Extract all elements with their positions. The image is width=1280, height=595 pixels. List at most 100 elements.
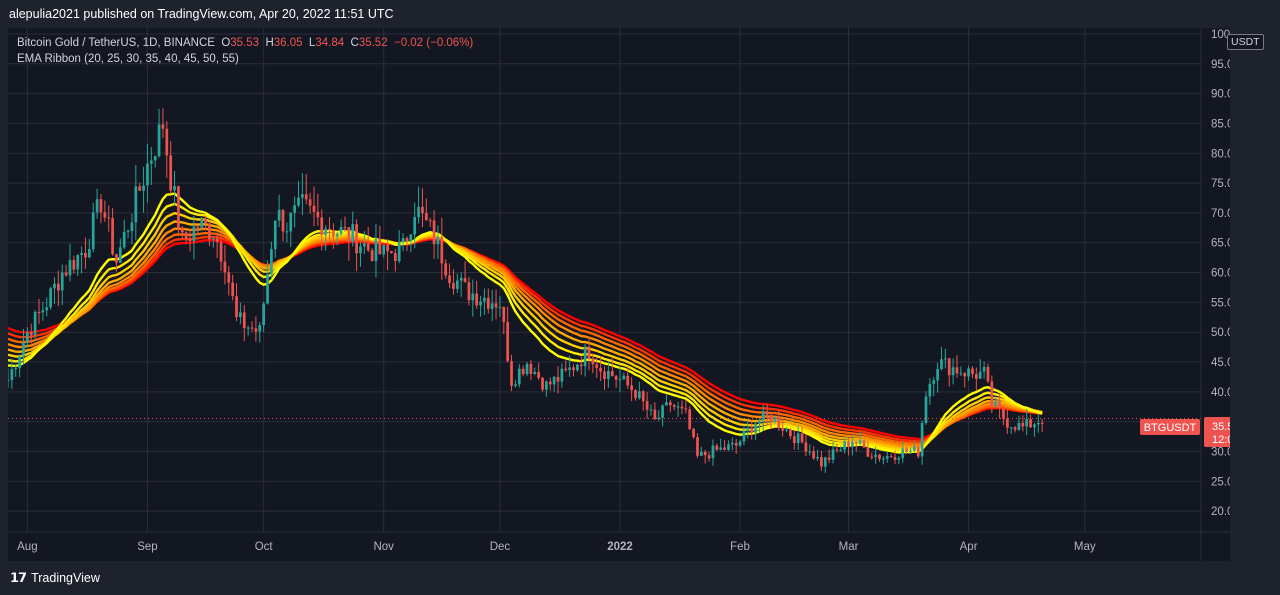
candle-body (351, 224, 355, 242)
chart-panel[interactable]: 100.00 95.00 90.00 85.00 80.00 75.00 70.00 65.0… (8, 28, 1230, 561)
candle-body (223, 261, 227, 273)
candle-body (603, 371, 606, 379)
candle-body (568, 367, 571, 371)
candle-body (1002, 408, 1005, 419)
candle-body (452, 283, 455, 289)
candle-body (978, 371, 982, 379)
candle-body (33, 312, 37, 336)
symbol-badge-text: BTGUSDT (1144, 422, 1197, 434)
candle-body (475, 293, 479, 306)
candle-body (165, 128, 169, 156)
candle-body (885, 456, 889, 459)
candle-body (22, 342, 25, 357)
candle-body (87, 249, 91, 258)
candle-body (529, 363, 533, 374)
close-label: C (350, 37, 359, 49)
candle-body (878, 454, 881, 459)
candle-body (37, 312, 41, 314)
candle-body (401, 238, 405, 243)
grid (8, 28, 1201, 532)
candle-body (986, 366, 990, 382)
candle-body (227, 272, 231, 283)
candle-body (746, 428, 750, 431)
candle-body (118, 247, 122, 263)
candle-body (595, 364, 599, 368)
candle-body (851, 441, 854, 447)
candle-body (103, 212, 107, 218)
y-tick-label: 40.00 (1211, 387, 1230, 399)
candle-body (18, 356, 21, 369)
x-tick-label: Apr (960, 541, 978, 553)
change-value: −0.02 (−0.06%) (393, 37, 474, 49)
candle-body (773, 416, 777, 421)
candle-body (579, 364, 583, 367)
candle-body (672, 405, 676, 407)
y-tick-label: 60.00 (1211, 268, 1230, 280)
publisher-line: alepulia2021 published on TradingView.co… (9, 7, 394, 21)
candle-body (742, 430, 746, 442)
candle-body (564, 368, 568, 371)
candle-body (339, 227, 343, 234)
candle-body (417, 206, 420, 218)
candle-body (614, 376, 618, 380)
candle-body (455, 280, 459, 289)
candle-body (897, 458, 901, 460)
candle-body (153, 156, 157, 161)
candle-body (874, 454, 877, 458)
candle-body (761, 411, 765, 421)
candle-body (974, 374, 978, 379)
candle-body (928, 383, 932, 397)
candle-body (301, 194, 304, 198)
candle-body (254, 328, 258, 332)
price-chart[interactable]: 100.00 95.00 90.00 85.00 80.00 75.00 70.00 65.0… (8, 28, 1230, 561)
candle-body (459, 277, 463, 281)
candle-body (955, 367, 959, 374)
low-label: L (308, 37, 316, 49)
candle-body (374, 238, 378, 262)
candle-body (699, 451, 703, 456)
candle-body (277, 209, 281, 221)
candle-body (711, 445, 715, 459)
candle-body (347, 227, 351, 242)
candle-body (463, 277, 467, 283)
candle-body (572, 367, 575, 371)
candle-body (668, 402, 672, 406)
candle-body (901, 448, 905, 459)
candle-body (8, 380, 10, 382)
high-label: H (265, 37, 274, 49)
candle-body (270, 249, 273, 275)
candle-body (882, 458, 885, 460)
candle-body (297, 197, 300, 206)
price-axis: 100.00 95.00 90.00 85.00 80.00 75.00 70.00 65.0… (1211, 29, 1230, 518)
candle-body (239, 312, 242, 318)
candle-body (242, 312, 246, 328)
currency-button[interactable]: USDT (1227, 34, 1264, 50)
candle-body (688, 409, 692, 429)
candle-body (940, 359, 943, 370)
symbol-title: Bitcoin Gold / TetherUS, 1D, BINANCE (17, 37, 215, 49)
candle-body (308, 199, 312, 206)
candle-body (1025, 419, 1029, 427)
candle-body (184, 232, 188, 240)
candle-body (847, 441, 850, 447)
candle-body (386, 244, 389, 252)
candle-body (750, 428, 754, 433)
candle-body (266, 274, 269, 304)
y-tick-label: 55.00 (1211, 297, 1230, 309)
footer-brand: TradingView (31, 571, 100, 585)
candle-body (789, 429, 792, 437)
candle-body (68, 260, 72, 276)
candle-body (893, 457, 897, 460)
low-value: 34.84 (315, 37, 345, 49)
candle-body (262, 303, 265, 326)
ema-55-line (8, 238, 1043, 441)
candle-body (130, 222, 134, 232)
candle-body (820, 457, 823, 467)
candle-body (502, 307, 506, 323)
candles (8, 108, 1044, 473)
candle-body (134, 186, 138, 223)
ema-40-line (8, 227, 1043, 448)
candle-body (378, 238, 382, 255)
candle-body (649, 409, 653, 411)
y-tick-label: 25.00 (1211, 476, 1230, 488)
